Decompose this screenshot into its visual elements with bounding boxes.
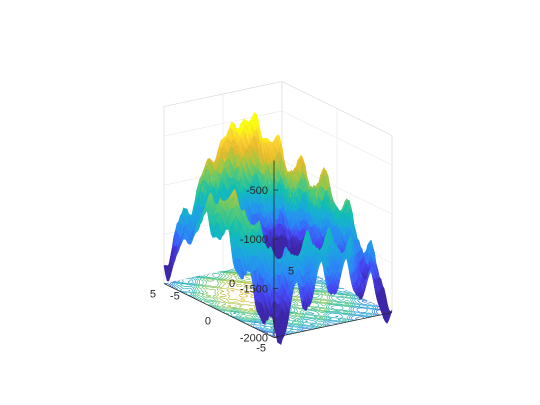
y-tick-label: 5 (288, 266, 294, 278)
z-tick-label: -500 (246, 185, 268, 197)
y-tick-label: -5 (170, 291, 180, 303)
x-tick-label: 0 (205, 316, 211, 328)
surface-mesh (163, 112, 393, 345)
x-tick-label: 5 (150, 289, 156, 301)
z-tick-label: -1500 (240, 283, 268, 295)
y-tick-label: 0 (229, 278, 235, 290)
z-tick-label: -1000 (240, 234, 268, 246)
x-tick-label: -5 (256, 343, 266, 355)
